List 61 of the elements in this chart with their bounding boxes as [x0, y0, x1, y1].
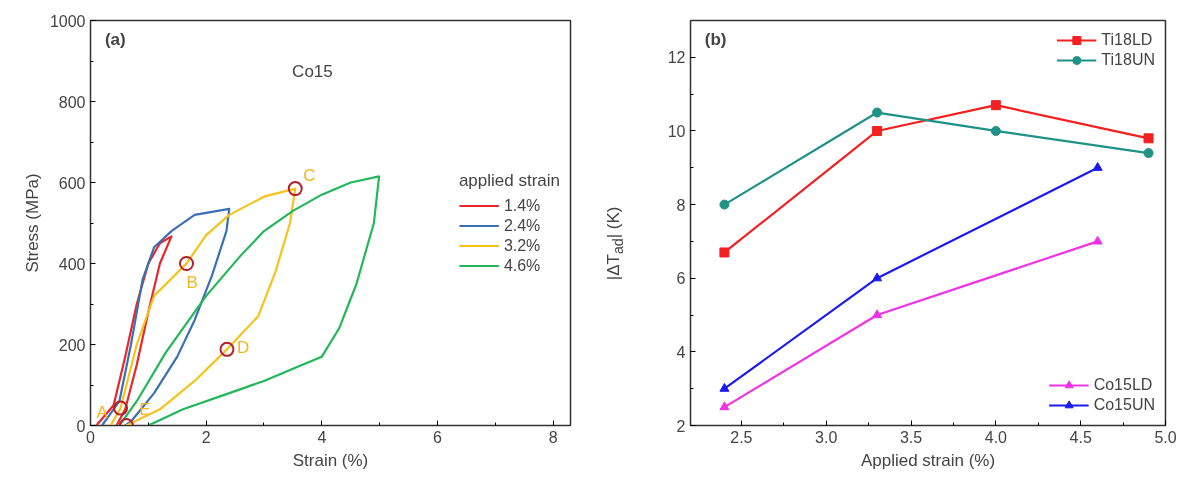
annotation: D [236, 338, 250, 358]
x-tick-label: 2 [201, 428, 211, 446]
legend-label: 1.4% [503, 196, 541, 214]
point [719, 247, 730, 258]
annotation: A [96, 403, 109, 423]
point [219, 341, 235, 357]
x-tick-label: 4 [317, 428, 327, 446]
legend-label: Ti18UN [1101, 51, 1155, 69]
line-series [109, 187, 297, 426]
x-tick-label: 3.0 [815, 428, 838, 446]
y-tick-label: 8 [676, 196, 686, 214]
annotation: B [186, 272, 198, 292]
y-tick-label: 0 [76, 417, 86, 435]
annotation: C [303, 165, 316, 185]
point [990, 125, 1001, 136]
x-axis-title: Applied strain (%) [860, 450, 996, 470]
y-tick-label: 4 [676, 343, 686, 361]
legend-label: Co15UN [1093, 396, 1155, 414]
x-tick-label: 8 [548, 428, 558, 446]
legend-label: 2.4% [503, 216, 541, 234]
y-axis-title: Stress (MPa) [22, 173, 42, 273]
annotation: Co15 [292, 62, 333, 82]
point [1143, 133, 1154, 144]
point [1143, 148, 1154, 159]
point [1092, 235, 1103, 245]
y-tick-label: 6 [676, 270, 686, 288]
annotation: (b) [704, 29, 727, 49]
point [113, 400, 129, 416]
x-axis-title: Strain (%) [292, 450, 369, 470]
y-tick-label: 12 [667, 49, 686, 67]
point [1092, 162, 1103, 171]
y-tick-label: 10 [667, 122, 686, 140]
legend-label: Ti18LD [1101, 31, 1153, 49]
y-tick-label: 400 [58, 255, 86, 273]
line-series [95, 235, 173, 426]
y-tick-label: 200 [58, 336, 86, 354]
point [872, 125, 883, 136]
x-tick-label: 6 [433, 428, 443, 446]
y-tick-label: 600 [58, 174, 86, 192]
point [872, 272, 883, 282]
x-tick-label: 2.5 [730, 428, 753, 446]
x-tick-label: 3.5 [899, 428, 923, 446]
x-tick-label: 4.0 [984, 428, 1008, 446]
point [719, 199, 730, 210]
point [287, 181, 303, 197]
point [872, 309, 883, 319]
legend-label: Co15LD [1093, 376, 1153, 394]
legend-title: applied strain [458, 170, 560, 190]
point [179, 256, 194, 271]
x-tick-label: 5.0 [1154, 428, 1177, 446]
legend-label: 4.6% [503, 256, 541, 274]
point [990, 100, 1001, 111]
y-tick-label: 2 [676, 417, 686, 435]
y-tick-label: 1000 [49, 12, 86, 30]
point [719, 401, 730, 411]
y-tick-label: 800 [58, 93, 86, 111]
legend-label: 3.2% [503, 236, 541, 254]
point [872, 107, 883, 118]
point [719, 382, 730, 392]
annotation: (a) [104, 29, 126, 49]
x-tick-label: 4.5 [1069, 428, 1092, 446]
